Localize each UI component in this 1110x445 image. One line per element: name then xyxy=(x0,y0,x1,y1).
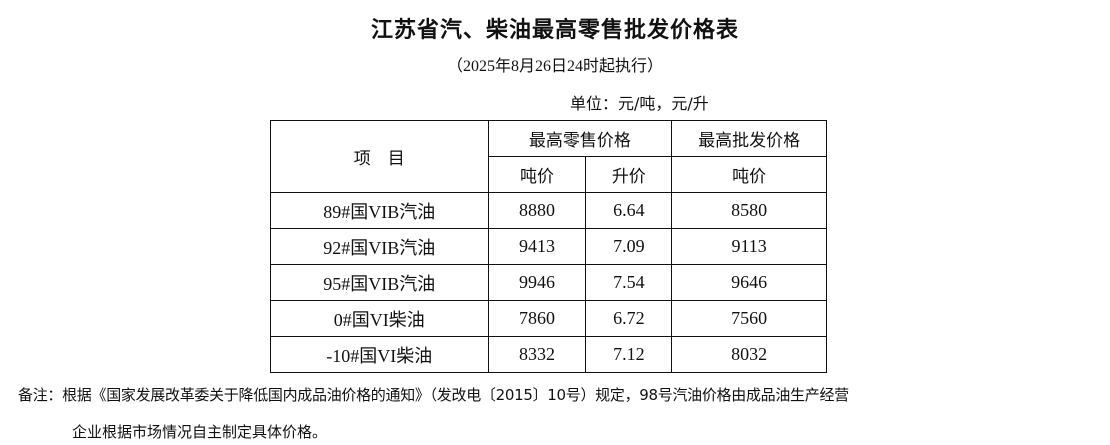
table-row: -10#国VI柴油 8332 7.12 8032 xyxy=(270,336,827,373)
fuel-name: 92#国VIB汽油 xyxy=(270,228,489,265)
retail-liter: 7.09 xyxy=(585,228,673,265)
wholesale-ton: 9646 xyxy=(671,264,827,301)
retail-liter: 7.54 xyxy=(585,264,673,301)
header-retail-liter: 升价 xyxy=(585,156,673,193)
wholesale-ton: 9113 xyxy=(671,228,827,265)
wholesale-ton: 8032 xyxy=(671,336,827,373)
fuel-name: -10#国VI柴油 xyxy=(270,336,489,373)
effective-date: （2025年8月26日24时起执行） xyxy=(446,58,663,75)
table-row: 0#国VI柴油 7860 6.72 7560 xyxy=(270,300,827,337)
fuel-name: 95#国VIB汽油 xyxy=(270,264,489,301)
subheader-row: 吨价 升价 吨价 xyxy=(271,156,827,193)
retail-ton: 8880 xyxy=(487,192,587,229)
header-wholesale-ton: 吨价 xyxy=(671,156,827,193)
fuel-name: 89#国VIB汽油 xyxy=(270,192,489,229)
note-line-1: 备注：根据《国家发展改革委关于降低国内成品油价格的通知》（发改电〔2015〕10… xyxy=(18,386,849,404)
retail-liter: 7.12 xyxy=(585,336,673,373)
retail-ton: 9946 xyxy=(487,264,587,301)
wholesale-ton: 8580 xyxy=(671,192,827,229)
retail-ton: 9413 xyxy=(487,228,587,265)
note-line-2: 企业根据市场情况自主制定具体价格。 xyxy=(72,423,328,441)
header-item: 项 目 xyxy=(270,120,489,193)
page-title: 江苏省汽、柴油最高零售批发价格表 xyxy=(370,18,739,43)
retail-liter: 6.64 xyxy=(585,192,673,229)
wholesale-ton: 7560 xyxy=(671,300,827,337)
fuel-name: 0#国VI柴油 xyxy=(270,300,489,337)
table-row: 89#国VIB汽油 8880 6.64 8580 xyxy=(270,192,827,229)
retail-ton: 8332 xyxy=(487,336,587,373)
price-table: 项 目 最高零售价格 最高批发价格 吨价 升价 吨价 89#国VIB汽油 888… xyxy=(270,120,827,373)
retail-ton: 7860 xyxy=(487,300,587,337)
header-retail: 最高零售价格 xyxy=(487,120,673,157)
header-wholesale: 最高批发价格 xyxy=(671,120,827,157)
header-row: 项 目 最高零售价格 最高批发价格 xyxy=(270,120,827,193)
table-row: 95#国VIB汽油 9946 7.54 9646 xyxy=(270,264,827,301)
unit-label: 单位：元/吨，元/升 xyxy=(570,94,709,113)
header-retail-ton: 吨价 xyxy=(487,156,587,193)
retail-liter: 6.72 xyxy=(585,300,673,337)
table-row: 92#国VIB汽油 9413 7.09 9113 xyxy=(270,228,827,265)
